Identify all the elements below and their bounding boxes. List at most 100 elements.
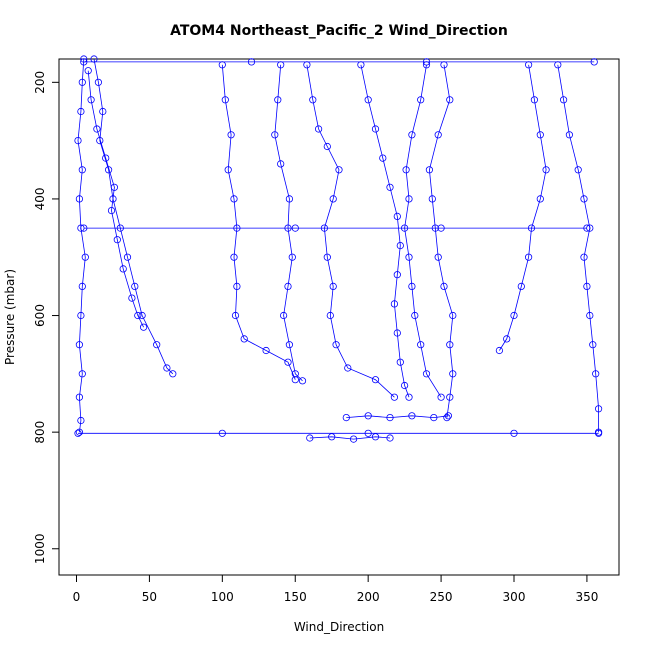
y-tick-label: 800 bbox=[33, 421, 47, 444]
data-point bbox=[417, 96, 425, 104]
data-point bbox=[274, 96, 282, 104]
data-point bbox=[233, 282, 241, 290]
y-tick-label: 400 bbox=[33, 187, 47, 210]
data-point bbox=[393, 329, 401, 337]
data-point bbox=[371, 125, 380, 133]
data-point bbox=[430, 413, 438, 422]
y-axis: 200 400 600 800 1000 bbox=[33, 71, 60, 565]
data-point bbox=[408, 412, 416, 420]
data-point bbox=[446, 393, 454, 401]
data-point bbox=[230, 195, 238, 203]
data-point bbox=[323, 142, 331, 151]
data-point bbox=[530, 96, 539, 104]
data-point bbox=[80, 58, 88, 66]
data-point bbox=[138, 311, 146, 320]
x-tick-label: 250 bbox=[430, 590, 453, 604]
data-point bbox=[574, 166, 582, 174]
data-point bbox=[503, 335, 511, 343]
data-point bbox=[323, 253, 331, 261]
data-point bbox=[440, 282, 448, 290]
data-point bbox=[364, 429, 372, 437]
data-point bbox=[75, 393, 84, 401]
data-point bbox=[285, 341, 293, 349]
data-point bbox=[349, 435, 358, 443]
data-point bbox=[379, 154, 387, 162]
data-point bbox=[77, 107, 85, 116]
x-tick-label: 100 bbox=[211, 590, 234, 604]
data-point bbox=[335, 166, 343, 174]
data-point bbox=[364, 412, 372, 420]
series-10 bbox=[554, 61, 603, 436]
data-point bbox=[291, 370, 299, 378]
data-point bbox=[247, 58, 256, 66]
data-point bbox=[134, 311, 142, 320]
data-point bbox=[119, 265, 127, 273]
data-point bbox=[314, 125, 323, 133]
data-point bbox=[434, 131, 442, 139]
data-point bbox=[390, 393, 398, 401]
data-point bbox=[443, 413, 451, 422]
data-point bbox=[74, 429, 82, 437]
data-point bbox=[510, 311, 518, 320]
x-tick-label: 0 bbox=[73, 590, 81, 604]
data-point bbox=[77, 416, 85, 425]
data-point bbox=[411, 311, 419, 320]
y-tick-label: 1000 bbox=[33, 534, 47, 565]
data-point bbox=[386, 434, 394, 442]
series-7 bbox=[400, 61, 445, 401]
series-4 bbox=[271, 61, 307, 385]
data-point bbox=[277, 160, 285, 168]
data-point bbox=[592, 370, 600, 378]
data-point bbox=[559, 96, 568, 104]
data-point bbox=[434, 253, 442, 261]
series-line bbox=[274, 64, 303, 382]
series-15 bbox=[80, 58, 598, 66]
data-point bbox=[422, 370, 431, 378]
data-point bbox=[110, 183, 119, 191]
series-line bbox=[306, 64, 395, 398]
data-point bbox=[422, 58, 431, 66]
data-point bbox=[524, 253, 533, 261]
data-point bbox=[344, 364, 352, 372]
data-point bbox=[169, 370, 177, 378]
data-point bbox=[309, 96, 317, 104]
x-tick-label: 50 bbox=[142, 590, 157, 604]
data-point bbox=[78, 78, 86, 86]
series-1 bbox=[90, 55, 177, 378]
data-point bbox=[123, 253, 132, 261]
data-point bbox=[583, 224, 591, 232]
data-point bbox=[74, 137, 82, 145]
series-line bbox=[360, 64, 410, 398]
data-layer bbox=[74, 55, 603, 443]
data-point bbox=[230, 253, 238, 261]
data-point bbox=[594, 429, 603, 437]
data-point bbox=[536, 131, 544, 139]
data-point bbox=[589, 341, 597, 349]
data-point bbox=[342, 413, 350, 422]
data-point bbox=[221, 96, 229, 104]
data-point bbox=[444, 412, 452, 420]
data-point bbox=[586, 311, 594, 320]
data-point bbox=[428, 195, 436, 203]
y-axis-label: Pressure (mbar) bbox=[3, 269, 17, 365]
data-point bbox=[163, 364, 171, 372]
data-point bbox=[218, 429, 226, 437]
series-line bbox=[346, 415, 449, 419]
series-9 bbox=[495, 61, 550, 355]
data-point bbox=[224, 166, 232, 174]
series-line bbox=[404, 64, 442, 398]
data-point bbox=[291, 224, 299, 232]
data-point bbox=[446, 341, 454, 349]
data-point bbox=[80, 224, 88, 232]
data-point bbox=[386, 183, 394, 191]
data-point bbox=[405, 195, 413, 203]
data-point bbox=[298, 377, 307, 385]
series-0 bbox=[74, 55, 89, 436]
series-line bbox=[428, 64, 454, 418]
data-point bbox=[94, 78, 103, 86]
data-point bbox=[107, 207, 116, 215]
y-tick-label: 200 bbox=[33, 71, 47, 94]
data-point bbox=[93, 125, 101, 133]
data-point bbox=[417, 341, 425, 349]
